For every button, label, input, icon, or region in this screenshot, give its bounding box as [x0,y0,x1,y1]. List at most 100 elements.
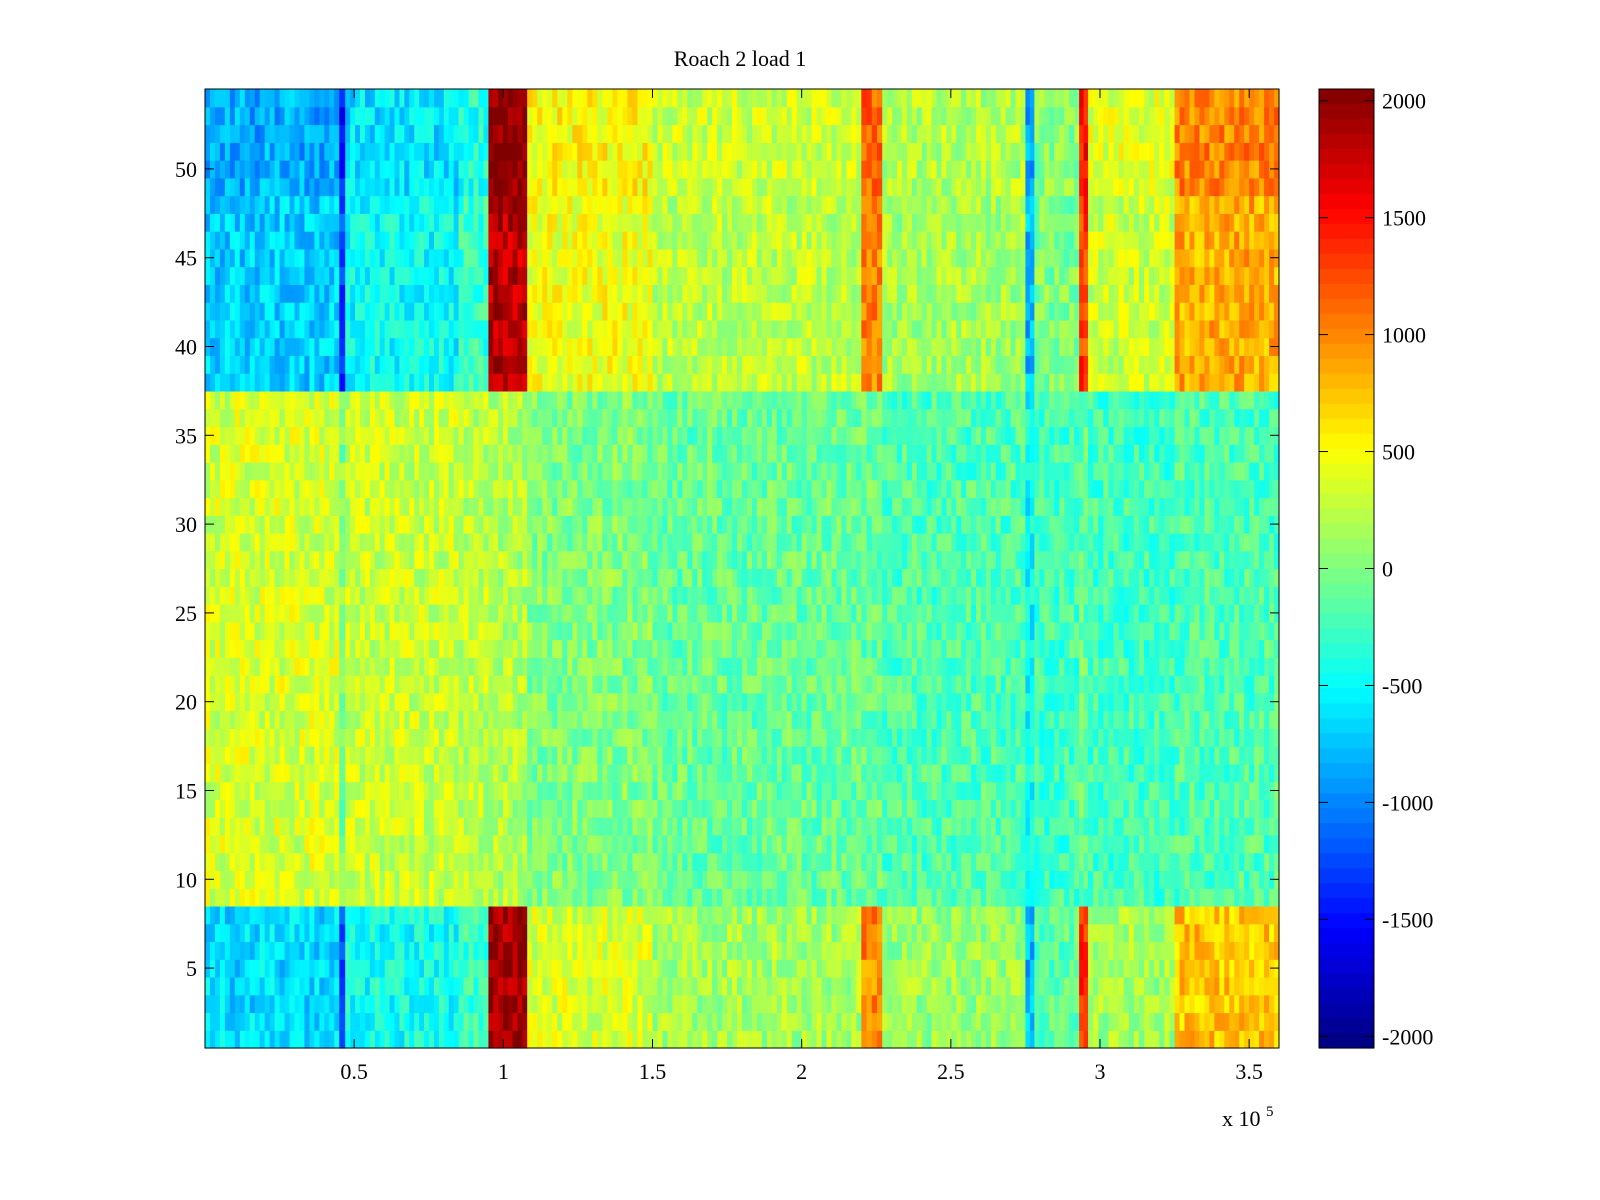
heatmap-cell [607,248,613,268]
heatmap-cell [532,213,538,232]
heatmap-cell [572,426,578,445]
heatmap-cell [205,728,211,747]
heatmap-cell [717,1012,723,1031]
heatmap-cell [577,1012,583,1031]
heatmap-cell [419,248,425,268]
heatmap-cell [274,231,281,250]
heatmap-cell [632,248,639,268]
heatmap-cell [458,692,465,712]
heatmap-cell [602,746,608,765]
heatmap-cell [498,319,504,339]
heatmap-cell [249,248,256,268]
heatmap-cell [379,337,386,356]
heatmap-cell [632,390,639,410]
heatmap-cell [355,1030,361,1049]
heatmap-cell [219,515,226,534]
heatmap-cell [468,213,475,232]
heatmap-cell [527,231,533,250]
heatmap-cell [294,390,301,410]
heatmap-cell [567,568,573,587]
heatmap-cell [229,941,236,960]
heatmap-cell [414,497,420,516]
heatmap-cell [493,160,499,179]
heatmap-cell [438,337,445,356]
heatmap-cell [493,621,499,641]
heatmap-cell [214,160,221,179]
heatmap-cell [324,604,330,623]
heatmap-cell [394,89,401,108]
heatmap-cell [379,106,386,126]
heatmap-cell [374,728,381,747]
heatmap-cell [632,728,639,747]
heatmap-cell [229,852,236,872]
heatmap-cell [443,497,450,516]
heatmap-cell [542,497,548,516]
heatmap-cell [478,461,485,481]
heatmap-cell [602,408,608,428]
heatmap-cell [289,337,296,356]
heatmap-cell [274,319,281,339]
heatmap-cell [279,497,286,516]
heatmap-cell [517,817,523,836]
heatmap-cell [443,763,450,783]
heatmap-cell [587,604,593,623]
heatmap-cell [816,1030,823,1049]
heatmap-cell [537,799,543,818]
heatmap-cell [537,959,543,978]
heatmap-cell [438,675,445,694]
heatmap-cell [478,781,485,800]
heatmap-cell [205,657,211,676]
heatmap-cell [617,390,624,410]
heatmap-cell [309,195,315,214]
heatmap-cell [399,710,405,729]
heatmap-cell [205,106,211,126]
heatmap-cell [279,479,286,499]
heatmap-cell [582,266,588,285]
heatmap-cell [607,746,613,765]
heatmap-cell [478,621,485,641]
heatmap-cell [304,390,311,410]
heatmap-cell [617,621,624,641]
heatmap-cell [339,1030,346,1049]
heatmap-cell [617,177,624,197]
heatmap-cell [205,550,211,570]
heatmap-cell [429,675,435,694]
heatmap-cell [355,621,361,641]
heatmap-cell [612,195,619,214]
heatmap-cell [493,426,499,445]
heatmap-cell [229,497,236,516]
heatmap-cell [279,355,286,374]
heatmap-cell [350,177,356,197]
heatmap-cell [304,89,311,108]
heatmap-cell [379,1012,386,1031]
heatmap-cell [339,976,346,996]
heatmap-cell [409,213,415,232]
heatmap-cell [468,231,475,250]
heatmap-cell [632,373,639,392]
heatmap-cell [314,710,320,729]
heatmap-cell [274,675,281,694]
heatmap-cell [612,728,619,747]
heatmap-cell [498,959,504,978]
heatmap-cell [254,710,261,729]
heatmap-cell [279,639,286,658]
heatmap-cell [399,195,405,214]
heatmap-cell [502,1030,509,1049]
heatmap-cell [364,426,371,445]
heatmap-cell [567,302,573,321]
heatmap-cell [463,710,470,729]
heatmap-cell [249,675,256,694]
heatmap-cell [234,515,241,534]
heatmap-cell [448,302,455,321]
heatmap-cell [473,994,480,1014]
heatmap-cell [537,124,543,143]
heatmap-cell [350,746,356,765]
heatmap-cell [498,444,504,463]
heatmap-cell [542,213,548,232]
heatmap-cell [384,426,391,445]
heatmap-cell [627,532,634,552]
heatmap-cell [597,373,603,392]
heatmap-cell [493,870,499,889]
heatmap-cell [429,532,435,552]
heatmap-cell [264,124,271,143]
